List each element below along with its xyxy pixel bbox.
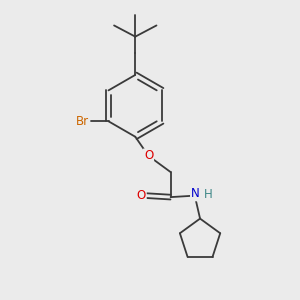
Text: N: N <box>191 188 200 200</box>
Text: O: O <box>136 189 146 202</box>
Text: H: H <box>204 188 212 201</box>
Text: Br: Br <box>75 115 88 128</box>
Text: O: O <box>144 149 153 162</box>
